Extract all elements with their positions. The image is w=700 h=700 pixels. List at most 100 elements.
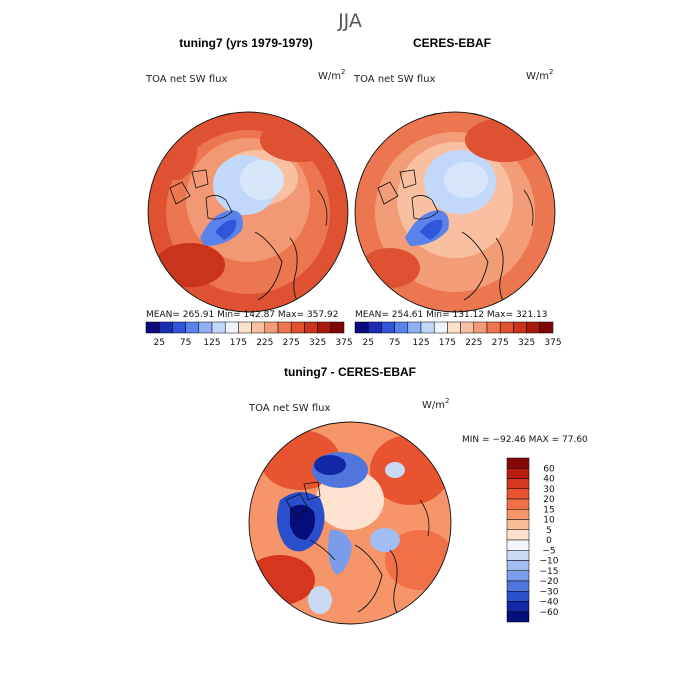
colorbar-tick-label: 40 [543,475,555,485]
colorbar-tick-label: 375 [544,338,561,348]
colorbar-swatch [506,509,530,520]
panel-model: tuning7 (yrs 1979-1979) TOA net SW flux … [145,36,353,348]
colorbar-swatch [506,570,530,582]
colorbar-swatch [433,321,448,334]
colorbar-tick-label: 60 [543,464,555,474]
colorbar-tick-label: 175 [230,338,247,348]
colorbar-tick-label: 25 [153,338,164,348]
panel-diff-title: tuning7 - CERES-EBAF [284,365,416,379]
panel-model-title: tuning7 (yrs 1979-1979) [179,36,312,50]
panel-model-colorbar: 25 75 125 175 225 275 325 375 [145,321,353,348]
colorbar-swatch [420,321,435,334]
colorbar-swatch [354,321,369,334]
colorbar-swatch [506,498,530,510]
panel-model-variable: TOA net SW flux [145,74,227,85]
panel-obs-title: CERES-EBAF [413,36,491,50]
colorbar-swatch [277,321,292,334]
colorbar-swatch [172,321,186,334]
colorbar-swatch [304,321,318,334]
colorbar-swatch [513,321,527,334]
season-title: JJA [337,10,362,32]
colorbar-swatch [447,321,461,334]
colorbar-swatch [506,529,530,541]
colorbar-swatch [264,321,279,334]
panel-diff-stats: MIN = −92.46 MAX = 77.60 [462,435,588,445]
colorbar-tick-label: 75 [389,338,400,348]
colorbar-swatch [394,321,409,334]
colorbar-swatch [506,519,530,530]
colorbar-swatch [317,321,332,334]
colorbar-swatch [198,321,213,334]
colorbar-tick-label: 10 [543,516,555,526]
panel-obs-units: W/m2 [526,68,553,82]
panel-model-stats: MEAN= 265.91 Min= 142.87 Max= 357.92 [146,310,338,320]
colorbar-tick-label: 175 [439,338,456,348]
colorbar-swatch [238,321,252,334]
colorbar-tick-label: 325 [518,338,535,348]
colorbar-swatch [506,468,530,479]
colorbar-swatch [460,321,475,334]
colorbar-swatch [251,321,266,334]
colorbar-tick-label: 225 [465,338,482,348]
colorbar-tick-label: 20 [543,495,555,505]
panel-diff-map [249,422,451,624]
colorbar-tick-label: −5 [542,546,555,556]
colorbar-swatch [407,321,422,334]
colorbar-tick-label: 375 [335,338,352,348]
colorbar-swatch [526,321,541,334]
colorbar-tick-label: 15 [543,505,554,515]
panel-diff-variable: TOA net SW flux [248,403,330,414]
colorbar-swatch [506,539,530,551]
colorbar-swatch [506,580,530,592]
colorbar-tick-label: 275 [283,338,300,348]
colorbar-tick-label: −60 [540,608,559,618]
colorbar-tick-label: 125 [203,338,220,348]
colorbar-tick-label: 5 [546,526,552,536]
colorbar-swatch [473,321,488,334]
colorbar-tick-label: 325 [309,338,326,348]
colorbar-swatch [367,321,382,334]
colorbar-tick-label: −15 [540,567,559,577]
colorbar-swatch [506,488,530,500]
colorbar-tick-label: −20 [540,577,559,587]
colorbar-swatch [486,321,501,334]
colorbar-tick-label: 30 [543,485,555,495]
panel-obs-variable: TOA net SW flux [353,74,435,85]
colorbar-swatch [539,321,554,334]
colorbar-tick-label: −10 [540,557,559,567]
colorbar-swatch [506,560,530,571]
colorbar-swatch [506,550,530,561]
colorbar-tick-label: 25 [362,338,373,348]
colorbar-swatch [145,321,160,334]
colorbar-swatch [330,321,345,334]
colorbar-swatch [381,321,395,334]
colorbar-swatch [506,478,530,489]
panel-obs-stats: MEAN= 254.61 Min= 131.12 Max= 321.13 [355,310,547,320]
colorbar-tick-label: 125 [412,338,429,348]
colorbar-swatch [224,321,239,334]
colorbar-tick-label: 225 [256,338,273,348]
colorbar-swatch [506,457,530,469]
colorbar-swatch [506,591,530,602]
colorbar-tick-label: 275 [492,338,509,348]
colorbar-tick-label: 75 [180,338,191,348]
colorbar-tick-label: −30 [540,587,559,597]
colorbar-swatch [158,321,173,334]
colorbar-swatch [506,611,530,623]
panel-diff: tuning7 - CERES-EBAF TOA net SW flux W/m… [248,365,588,625]
panel-diff-units: W/m2 [422,397,449,411]
panel-obs-map [355,112,555,312]
colorbar-swatch [185,321,200,334]
panel-obs-colorbar: 25 75 125 175 225 275 325 375 [354,321,562,348]
colorbar-tick-label: 0 [546,536,552,546]
colorbar-swatch [506,601,530,612]
colorbar-swatch [290,321,305,334]
colorbar-swatch [499,321,514,334]
panel-model-map [148,112,348,312]
panel-model-units: W/m2 [318,68,345,82]
colorbar-tick-label: −40 [540,598,559,608]
colorbar-swatch [211,321,226,334]
panel-obs: CERES-EBAF TOA net SW flux W/m2 MEAN= 25… [353,36,562,348]
